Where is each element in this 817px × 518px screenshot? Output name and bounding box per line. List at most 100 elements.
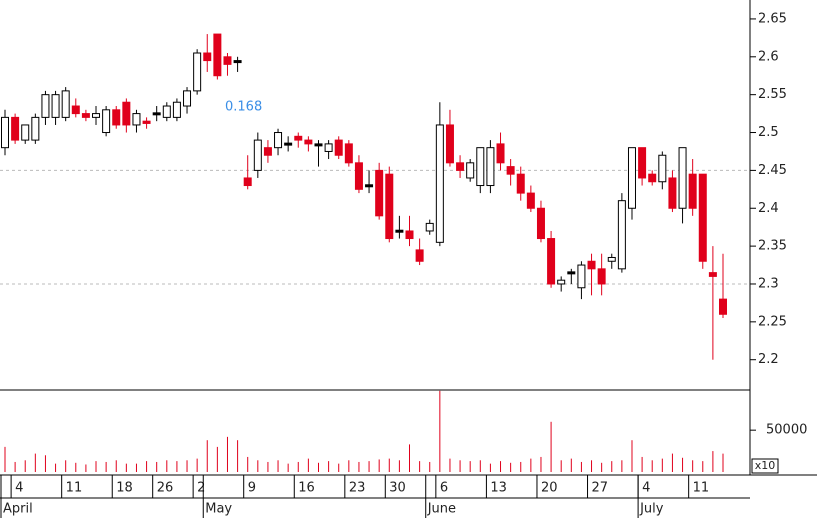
- candle-body: [263, 147, 272, 156]
- candle-body: [476, 147, 485, 187]
- candle-body: [92, 113, 101, 118]
- x-tick-label: 30: [389, 481, 406, 496]
- candle-body: [698, 173, 707, 262]
- candle-body: [243, 177, 252, 187]
- candle-body: [193, 52, 202, 92]
- volume-unit: x10: [755, 459, 776, 472]
- candle-body: [516, 173, 525, 194]
- y-tick-label: 2.35: [758, 239, 787, 254]
- candle-body: [61, 90, 70, 118]
- x-tick-label: 11: [693, 481, 710, 496]
- candle-body: [688, 173, 697, 209]
- month-label: April: [3, 502, 33, 517]
- candle-body: [102, 109, 111, 134]
- candle-body: [223, 56, 232, 65]
- month-label: May: [205, 502, 232, 517]
- candle-body: [213, 33, 222, 77]
- candle-body: [617, 200, 626, 270]
- candle-body: [11, 116, 20, 141]
- candle-body: [587, 260, 596, 270]
- x-tick-label: 20: [541, 481, 558, 496]
- x-tick-label: 9: [248, 481, 256, 496]
- candle-body: [162, 105, 171, 118]
- candle-body: [31, 116, 40, 141]
- candle-body: [294, 135, 303, 141]
- candle-body: [375, 169, 384, 217]
- x-tick-label: 11: [66, 481, 83, 496]
- candle-body: [415, 249, 424, 262]
- x-tick-label: 26: [157, 481, 174, 496]
- candle-body: [334, 139, 343, 156]
- y-tick-label: 2.25: [758, 314, 787, 329]
- candle-body: [274, 132, 283, 149]
- candle-body: [233, 60, 242, 64]
- candle-body: [395, 229, 404, 233]
- candle-body: [183, 90, 192, 107]
- y-tick-label: 2.3: [758, 276, 779, 291]
- candle-body: [324, 143, 333, 152]
- candle-body: [607, 256, 616, 262]
- candle-body: [506, 166, 515, 175]
- x-tick-label: 4: [642, 481, 650, 496]
- candle-body: [708, 272, 717, 277]
- candle-body: [496, 143, 505, 164]
- candle-body: [21, 124, 30, 141]
- y-tick-label: 2.45: [758, 163, 787, 178]
- y-tick-label: 2.55: [758, 87, 787, 102]
- candle-body: [678, 147, 687, 209]
- candle-body: [132, 113, 141, 126]
- candle-body: [547, 238, 556, 285]
- annotation: 0.168: [225, 100, 262, 115]
- candle-body: [152, 112, 161, 116]
- candle-body: [172, 101, 181, 118]
- candle-body: [304, 139, 313, 145]
- candle-body: [627, 147, 636, 209]
- x-tick-label: 16: [298, 481, 315, 496]
- candle-body: [71, 105, 80, 115]
- candle-body: [668, 177, 677, 209]
- candle-body: [456, 162, 465, 171]
- candle-body: [253, 139, 262, 171]
- volume-tick-label: 50000: [766, 423, 807, 438]
- y-tick-label: 2.2: [758, 352, 779, 367]
- candle-body: [425, 222, 434, 232]
- month-label: July: [639, 502, 664, 517]
- y-tick-label: 2.5: [758, 125, 779, 140]
- candle-body: [365, 184, 374, 188]
- unit-box: [751, 458, 779, 474]
- candle-body: [314, 143, 323, 147]
- candle-body: [577, 264, 586, 289]
- x-tick-label: 4: [15, 481, 23, 496]
- candle-body: [122, 101, 131, 126]
- candle-body: [719, 298, 727, 315]
- candle-body: [51, 94, 60, 118]
- candle-body: [567, 271, 576, 275]
- y-tick-label: 2.65: [758, 11, 787, 26]
- candle-body: [658, 154, 667, 183]
- x-tick-label: 23: [349, 481, 366, 496]
- candle-body: [203, 52, 212, 62]
- candle-body: [638, 147, 647, 179]
- candle-body: [648, 173, 657, 183]
- x-tick-label: 13: [490, 481, 507, 496]
- candle-body: [536, 207, 545, 240]
- candle-body: [435, 124, 444, 243]
- candle-body: [142, 120, 151, 124]
- candle-body: [81, 113, 90, 118]
- x-tick-label: 27: [592, 481, 609, 496]
- candle-body: [112, 109, 121, 126]
- x-tick-label: 6: [440, 481, 448, 496]
- month-label: June: [427, 502, 456, 517]
- x-tick-label: 18: [116, 481, 133, 496]
- candle-body: [445, 124, 454, 164]
- y-tick-label: 2.6: [758, 49, 779, 64]
- y-tick-label: 2.4: [758, 201, 779, 216]
- candle-body: [354, 162, 363, 190]
- candle-body: [41, 94, 50, 118]
- candle-body: [486, 147, 495, 187]
- candle-body: [385, 173, 394, 240]
- candle-body: [405, 230, 414, 240]
- candle-body: [526, 192, 535, 209]
- candle-body: [1, 116, 9, 149]
